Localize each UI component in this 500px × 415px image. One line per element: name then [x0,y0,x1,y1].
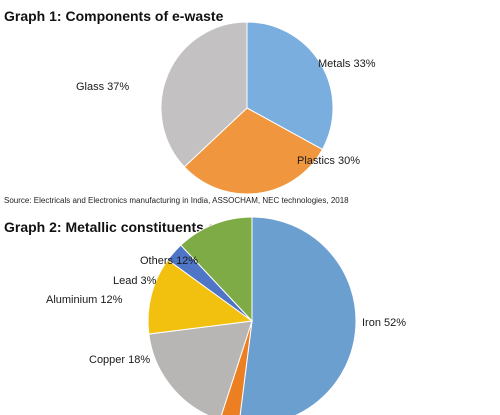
pie-slice [220,320,253,415]
pie-slice [246,21,334,151]
slice-label: Copper 18% [89,354,150,366]
pie-slice [180,216,253,323]
source-note: Source: Electricals and Electronics manu… [4,196,349,205]
pie-chart-components: Metals 33% Plastics 30% Glass 37% [76,21,376,195]
chart-title-1: Graph 1: Components of e-waste [4,8,224,24]
pie-slice [160,21,248,168]
slice-label: Iron 52% [362,317,406,329]
slice-label: Glass 37% [76,81,129,93]
slice-label: Others 12% [140,255,198,267]
slice-label: Metals 33% [318,58,376,70]
slice-label: Lead 3% [113,275,157,287]
pie-slice [239,216,357,415]
slice-label: Plastics 30% [297,155,360,167]
slice-label: Aluminium 12% [46,294,123,306]
pie-slice [148,320,253,415]
pie-slice [183,107,324,195]
pie-slice [147,259,254,335]
